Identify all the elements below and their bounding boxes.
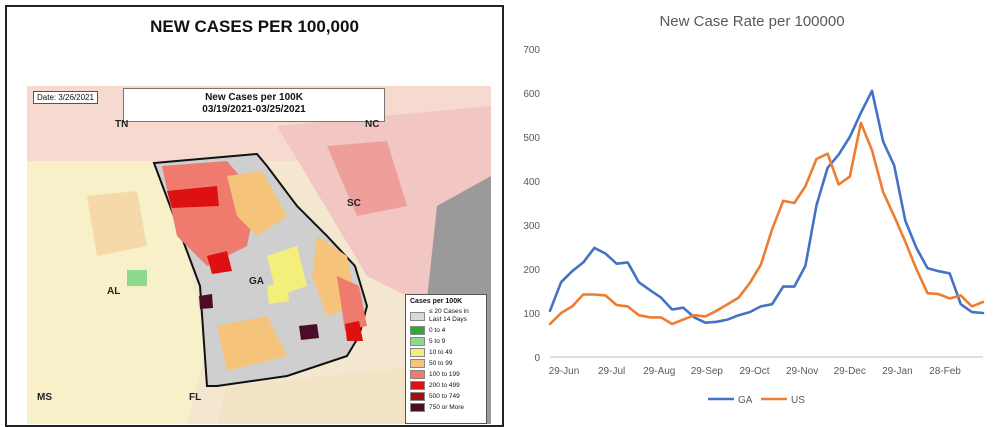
chart-title: New Case Rate per 100000 bbox=[659, 13, 844, 30]
legend-item: 750 or More bbox=[410, 403, 482, 412]
legend-swatch bbox=[410, 311, 425, 321]
state-label-sc: SC bbox=[347, 198, 361, 209]
state-label-nc: NC bbox=[365, 119, 380, 130]
legend-label: ≤ 20 Cases in Last 14 Days bbox=[429, 308, 469, 323]
x-tick-label: 29-Aug bbox=[643, 366, 675, 377]
legend-label: 100 to 199 bbox=[429, 370, 460, 378]
y-tick-label: 200 bbox=[523, 265, 540, 276]
legend-label: 750 or More bbox=[429, 403, 465, 411]
legend-title: Cases per 100K bbox=[410, 298, 463, 305]
legend-swatch bbox=[410, 392, 425, 401]
legend-label: 200 to 499 bbox=[429, 381, 460, 389]
y-tick-label: 600 bbox=[523, 89, 540, 100]
legend-swatch bbox=[410, 348, 425, 357]
left-panel: NEW CASES PER 100,000 bbox=[5, 5, 504, 427]
legend-label-ga: GA bbox=[738, 395, 753, 406]
legend-item: 50 to 99 bbox=[410, 359, 482, 368]
legend-swatch bbox=[410, 381, 425, 390]
y-tick-label: 300 bbox=[523, 221, 540, 232]
legend-label-us: US bbox=[791, 395, 805, 406]
x-tick-label: 29-Sep bbox=[691, 366, 724, 377]
map-panel-title: NEW CASES PER 100,000 bbox=[150, 17, 359, 36]
x-tick-label: 29-Nov bbox=[786, 366, 818, 377]
state-label-tn: TN bbox=[115, 119, 129, 130]
legend-swatch bbox=[410, 359, 425, 368]
line-chart: New Case Rate per 100000 0 100 200 300 400 500… bbox=[523, 13, 985, 406]
y-tick-label: 100 bbox=[523, 309, 540, 320]
legend-item: 5 to 9 bbox=[410, 337, 482, 346]
legend-items: ≤ 20 Cases in Last 14 Days 0 to 4 5 to 9 10… bbox=[410, 308, 482, 412]
legend-item: 200 to 499 bbox=[410, 381, 482, 390]
legend-swatch bbox=[410, 403, 425, 412]
x-tick-label: 28-Feb bbox=[929, 366, 961, 377]
x-tick-label: 29-Dec bbox=[834, 366, 866, 377]
legend-swatch bbox=[410, 337, 425, 346]
legend-swatch bbox=[410, 370, 425, 379]
legend-label: 0 to 4 bbox=[429, 326, 446, 334]
x-tick-label: 29-Oct bbox=[739, 366, 769, 377]
legend-item: 10 to 49 bbox=[410, 348, 482, 357]
georgia-case-map: Date: 3/26/2021 New Cases per 100K 03/19… bbox=[27, 86, 491, 424]
map-legend: Cases per 100K ≤ 20 Cases in Last 14 Day… bbox=[405, 294, 487, 424]
map-date-label: Date: 3/26/2021 bbox=[33, 91, 98, 104]
map-heading-line1: New Cases per 100K bbox=[205, 92, 303, 103]
series-line-us bbox=[548, 121, 985, 326]
state-label-fl: FL bbox=[189, 392, 202, 403]
map-heading-line2: 03/19/2021-03/25/2021 bbox=[202, 104, 306, 115]
legend-item: 500 to 749 bbox=[410, 392, 482, 401]
y-tick-label: 500 bbox=[523, 133, 540, 144]
x-tick-label: 29-Jun bbox=[549, 366, 580, 377]
y-tick-label: 0 bbox=[534, 353, 540, 364]
right-panel: New Case Rate per 100000 0 100 200 300 400 500… bbox=[508, 0, 997, 427]
state-label-al: AL bbox=[107, 286, 121, 297]
state-label-ms: MS bbox=[37, 392, 52, 403]
legend-label: 50 to 99 bbox=[429, 359, 453, 367]
legend-label: 5 to 9 bbox=[429, 337, 446, 345]
x-tick-label: 29-Jan bbox=[882, 366, 913, 377]
legend-label: 10 to 49 bbox=[429, 348, 453, 356]
y-tick-label: 400 bbox=[523, 177, 540, 188]
x-tick-label: 29-Jul bbox=[598, 366, 625, 377]
y-tick-label: 700 bbox=[523, 45, 540, 56]
legend-label: 500 to 749 bbox=[429, 392, 460, 400]
series-line-ga bbox=[548, 89, 985, 325]
legend-item: 0 to 4 bbox=[410, 326, 482, 335]
legend-item: 100 to 199 bbox=[410, 370, 482, 379]
legend-item: ≤ 20 Cases in Last 14 Days bbox=[410, 308, 482, 324]
state-label-ga: GA bbox=[249, 276, 264, 287]
legend-swatch bbox=[410, 326, 425, 335]
map-heading: New Cases per 100K 03/19/2021-03/25/2021 bbox=[123, 88, 385, 122]
